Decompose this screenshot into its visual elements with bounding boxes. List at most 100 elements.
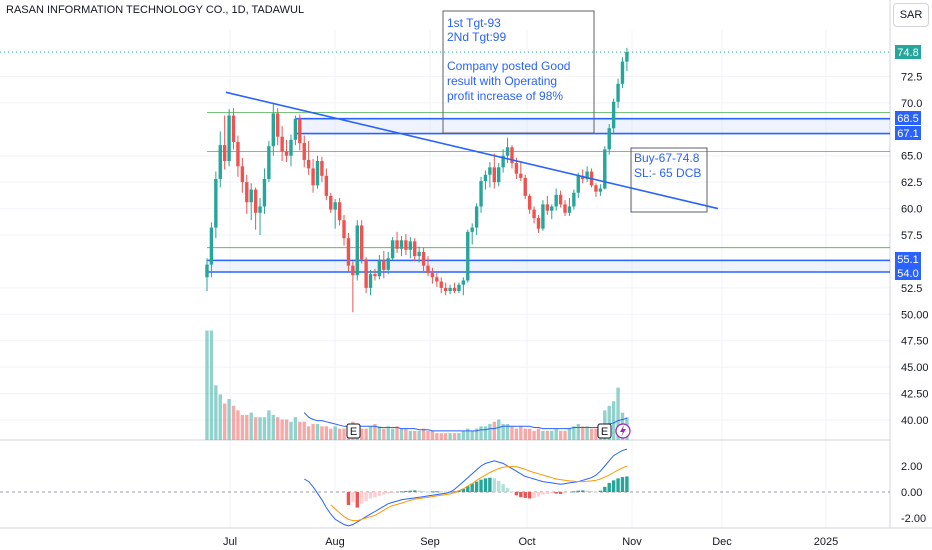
candle-body: [298, 118, 302, 144]
candle-body: [421, 251, 426, 266]
candle-body: [337, 202, 342, 221]
macd-histogram-bar: [386, 492, 390, 494]
volume-bar: [306, 426, 311, 440]
macd-histogram-bar: [452, 491, 457, 493]
candle-body: [550, 206, 554, 211]
macd-histogram-bar: [581, 490, 585, 492]
candle-body: [558, 194, 563, 205]
price-axis[interactable]: 72.5 70.0 65.0 62.5 60.0 57.5 52.5 50.00 47.50 45…: [901, 71, 929, 525]
volume-bar: [532, 430, 536, 440]
candle-body: [625, 52, 629, 62]
lower-zone-fill: [207, 260, 890, 272]
volume-bar: [439, 433, 443, 440]
volume-bar: [417, 430, 421, 440]
macd-histogram-bar: [497, 480, 501, 492]
candle-body: [245, 182, 249, 203]
volume-bar: [395, 426, 399, 440]
candle-body: [514, 163, 519, 174]
oscillator-tick-label: 0.00: [901, 487, 922, 499]
candle-body: [430, 273, 435, 278]
buy-line-2: SL:- 65 DCB: [634, 166, 701, 180]
volume-bar: [386, 426, 390, 440]
target-line-6: profit increase of 98%: [447, 89, 563, 103]
volume-bar: [337, 428, 342, 440]
volume-bar: [280, 419, 284, 440]
volume-bar: [205, 330, 209, 440]
volume-bar: [298, 421, 302, 440]
candle-body: [443, 287, 448, 292]
candle-body: [466, 231, 470, 281]
candle-body: [523, 177, 527, 196]
price-tick-label: 60.0: [901, 204, 922, 216]
macd-histogram-bar: [413, 490, 417, 492]
volume-bar: [293, 417, 298, 440]
macd-histogram-bar: [541, 492, 545, 495]
volume-bar: [452, 433, 457, 440]
horizontal-levels: [207, 111, 890, 273]
candle-body: [501, 155, 505, 168]
targets-annotation[interactable]: 1st Tgt-93 2Nd Tgt:99 Company posted Goo…: [442, 10, 595, 134]
volume-bar: [209, 330, 214, 440]
volume-bar: [364, 428, 368, 440]
candle-body: [461, 280, 466, 285]
level-tag-55-1: 55.1: [895, 252, 921, 266]
lightning-icon[interactable]: [615, 423, 631, 439]
macd-panel: [0, 448, 890, 527]
time-axis[interactable]: Jul Aug Sep Oct Nov Dec 2025: [223, 536, 838, 548]
volume-bar: [457, 433, 461, 440]
earnings-marker-oct[interactable]: E: [597, 423, 612, 439]
price-tick-label: 57.5: [901, 230, 922, 242]
macd-histogram-bar: [461, 488, 466, 492]
candle-body: [320, 161, 324, 176]
target-line-2: 2Nd Tgt:99: [447, 30, 506, 44]
candle-body: [488, 167, 492, 175]
volume-bar: [236, 410, 240, 440]
volume-bar: [315, 424, 320, 440]
volume-bar: [390, 428, 395, 440]
trendline[interactable]: [225, 91, 719, 210]
candle-body: [598, 188, 603, 192]
volume-bar: [249, 412, 253, 440]
candle-body: [479, 181, 483, 207]
target-line-4: Company posted Good: [447, 59, 570, 73]
volume-bar: [333, 426, 337, 440]
macd-histogram-bar: [603, 486, 607, 492]
volume-bar: [430, 430, 435, 440]
volume-bar: [567, 428, 572, 440]
price-tick-label: 50.00: [901, 309, 929, 321]
macd-histogram-bar: [554, 492, 558, 494]
macd-histogram-bar: [377, 492, 382, 496]
candle-body: [545, 204, 550, 211]
macd-histogram-bar: [408, 490, 413, 492]
candle-body: [492, 167, 496, 183]
candle-body: [386, 258, 390, 270]
candle-body: [452, 287, 457, 292]
macd-histogram-bar: [346, 492, 351, 505]
level-label: 54.0: [897, 268, 918, 280]
price-tick-label: 52.5: [901, 283, 922, 295]
candle-body: [342, 220, 346, 239]
candle-body: [541, 204, 545, 229]
oscillator-tick-label: 2.00: [901, 461, 922, 473]
macd-histogram-bar: [382, 492, 386, 495]
volume-bar: [231, 405, 236, 440]
volume-bar: [461, 430, 466, 440]
chart-title: RASAN INFORMATION TECHNOLOGY CO., 1D, TA…: [6, 4, 305, 16]
macd-histogram-bar: [558, 492, 563, 494]
trendline-segment: [225, 91, 719, 210]
volume-bar: [536, 428, 541, 440]
volume-bar: [289, 421, 293, 440]
upper-zone-fill: [295, 118, 890, 134]
earnings-marker-aug[interactable]: E: [346, 423, 361, 439]
time-tick-label: Oct: [518, 536, 535, 548]
macd-histogram-bar: [616, 478, 620, 492]
volume-bar: [426, 430, 430, 440]
candle-body: [576, 175, 580, 193]
macd-histogram-bar: [594, 491, 598, 493]
currency-button[interactable]: SAR: [893, 3, 929, 27]
target-line-5: result with Operating: [447, 74, 557, 88]
volume-bar: [443, 433, 448, 440]
volume-bar: [320, 426, 324, 440]
buy-annotation[interactable]: Buy-67-74.8 SL:- 65 DCB: [630, 147, 708, 213]
